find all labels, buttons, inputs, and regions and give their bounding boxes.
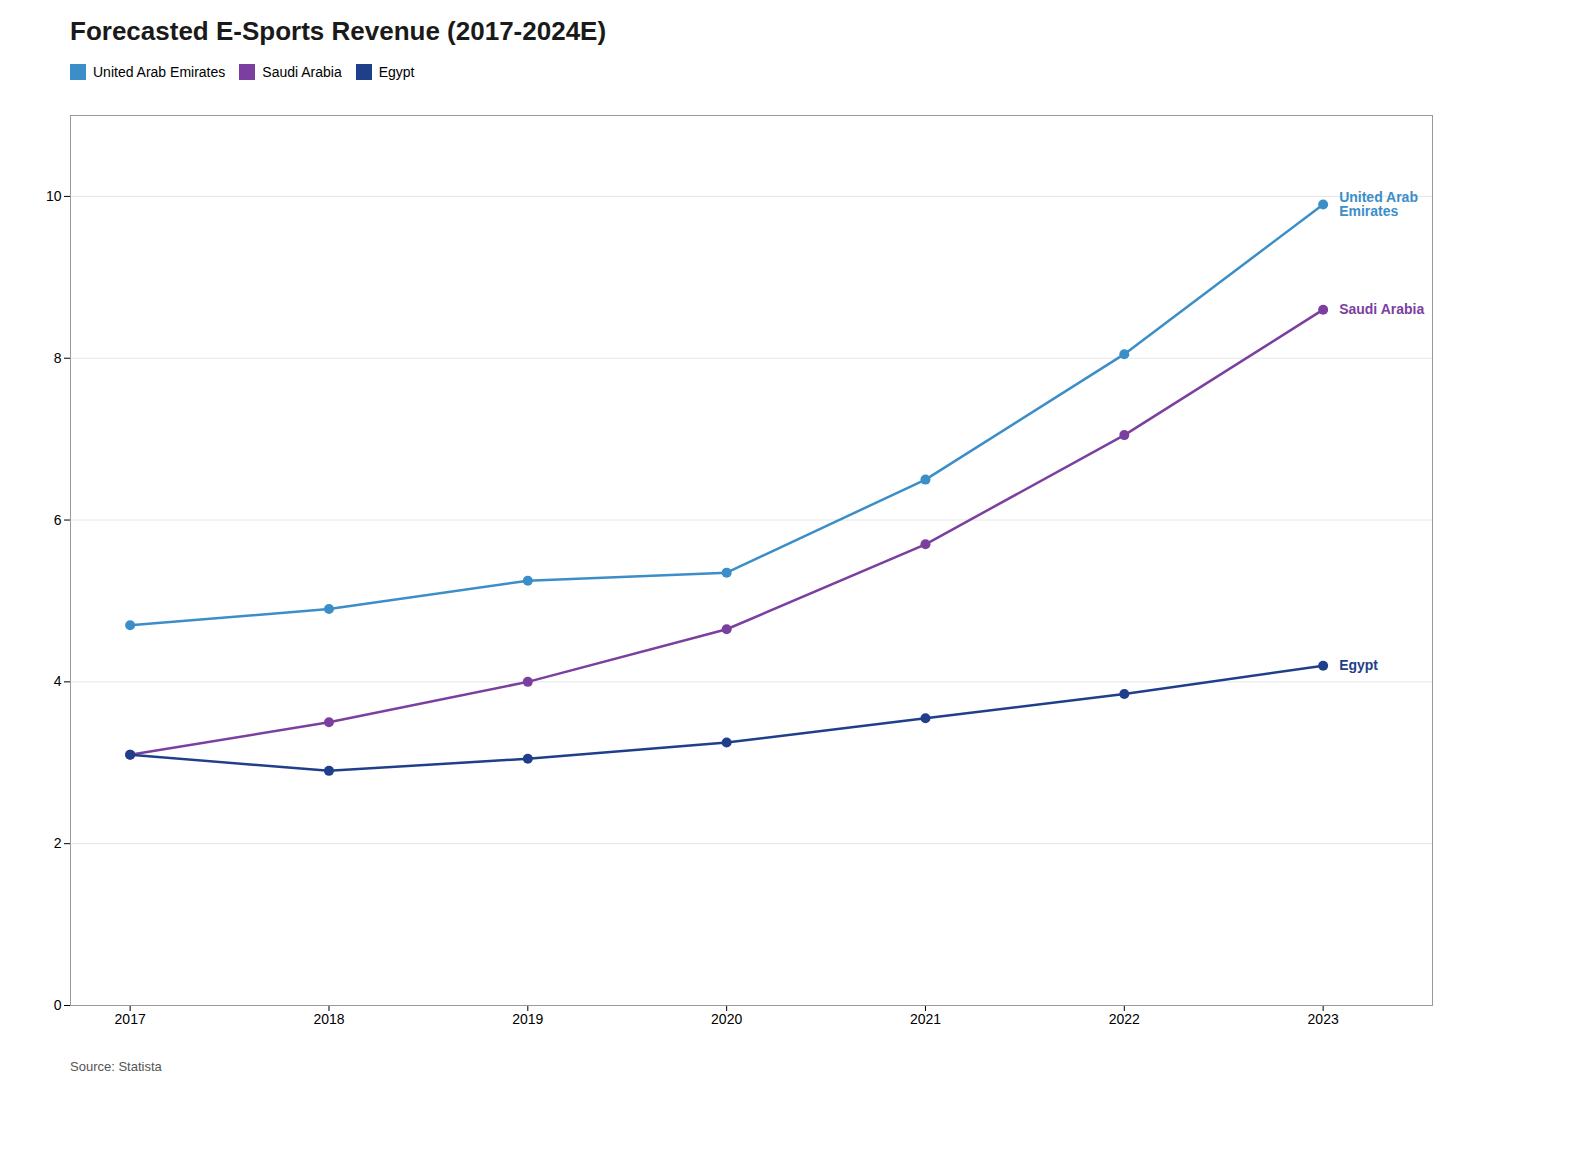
svg-text:2020: 2020 bbox=[711, 1011, 742, 1027]
svg-text:Egypt: Egypt bbox=[1339, 657, 1378, 673]
svg-text:United ArabEmirates: United ArabEmirates bbox=[1339, 189, 1418, 219]
svg-text:0: 0 bbox=[54, 997, 62, 1013]
html-text:Source: Statista: Source: Statista bbox=[70, 1059, 162, 1074]
svg-text:8: 8 bbox=[54, 350, 62, 366]
svg-text:6: 6 bbox=[54, 512, 62, 528]
svg-text:2022: 2022 bbox=[1109, 1011, 1140, 1027]
svg-text:10: 10 bbox=[46, 188, 62, 204]
html-text:United Arab Emirates: United Arab Emirates bbox=[93, 63, 226, 80]
svg-text:2019: 2019 bbox=[512, 1011, 543, 1027]
svg-text:2017: 2017 bbox=[115, 1011, 146, 1027]
svg-text:4: 4 bbox=[54, 673, 62, 689]
html-text:Saudi Arabia: Saudi Arabia bbox=[262, 63, 342, 80]
svg-text:2023: 2023 bbox=[1308, 1011, 1339, 1027]
svg-text:2018: 2018 bbox=[313, 1011, 344, 1027]
svg-text:Saudi Arabia: Saudi Arabia bbox=[1339, 301, 1424, 317]
html-text:Egypt: Egypt bbox=[378, 63, 415, 80]
svg-text:2021: 2021 bbox=[910, 1011, 941, 1027]
svg-text:2: 2 bbox=[54, 835, 62, 851]
html-text:Forecasted E-Sports Revenue (2: Forecasted E-Sports Revenue (2017-2024E) bbox=[70, 16, 607, 46]
